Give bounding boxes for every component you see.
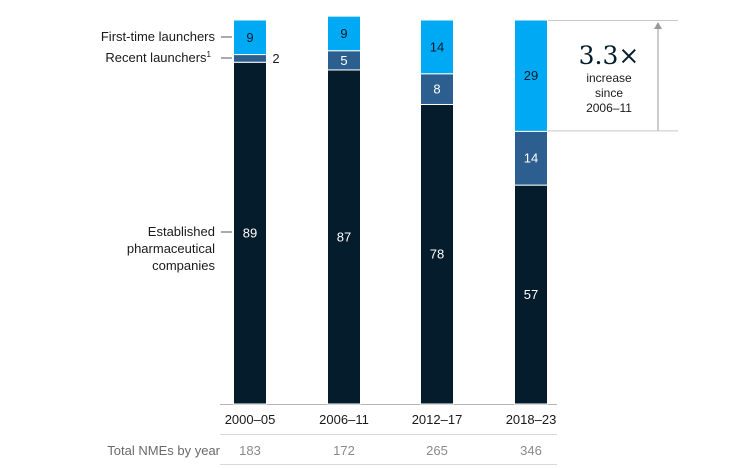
legend-label: First-time launchers xyxy=(101,29,216,44)
callout-value: 3.3× xyxy=(579,41,640,70)
legend-label: companies xyxy=(152,258,215,273)
callout-text: increase xyxy=(586,71,632,85)
bar-segment xyxy=(233,19,267,56)
x-tick-label: 2000–05 xyxy=(225,412,276,427)
data-label: 2 xyxy=(272,51,279,66)
bar-segment xyxy=(514,130,548,186)
bar-segment xyxy=(327,15,361,52)
total-value: 172 xyxy=(333,443,355,458)
total-value: 265 xyxy=(426,443,448,458)
x-tick-label: 2012–17 xyxy=(412,412,463,427)
bar-segment xyxy=(420,19,454,75)
legend-label: Recent launchers1 xyxy=(105,50,211,65)
bar-segment xyxy=(514,19,548,132)
total-value: 346 xyxy=(520,443,542,458)
data-label: 9 xyxy=(246,30,253,45)
data-label: 29 xyxy=(524,68,538,83)
callout-text: since xyxy=(595,86,623,100)
total-value: 183 xyxy=(239,443,261,458)
data-label: 9 xyxy=(340,26,347,41)
data-label: 5 xyxy=(340,53,347,68)
data-label: 14 xyxy=(430,39,444,54)
data-label: 8 xyxy=(433,82,440,97)
x-tick-label: 2006–11 xyxy=(319,412,369,427)
bar-segment xyxy=(233,54,267,63)
totals-row-label: Total NMEs by year xyxy=(107,443,220,458)
data-label: 89 xyxy=(243,226,257,241)
legend-label: Established xyxy=(148,224,215,239)
data-label: 87 xyxy=(337,229,351,244)
bar-segment xyxy=(420,103,454,405)
legend-label: pharmaceutical xyxy=(127,241,215,256)
x-tick-label: 2018–23 xyxy=(506,412,557,427)
callout-text: 2006–11 xyxy=(586,101,632,115)
callout-arrow-head xyxy=(654,22,662,29)
bar-segment xyxy=(233,61,267,405)
data-label: 78 xyxy=(430,247,444,262)
data-label: 57 xyxy=(524,287,538,302)
bar-segment xyxy=(514,184,548,405)
data-label: 14 xyxy=(524,151,538,166)
